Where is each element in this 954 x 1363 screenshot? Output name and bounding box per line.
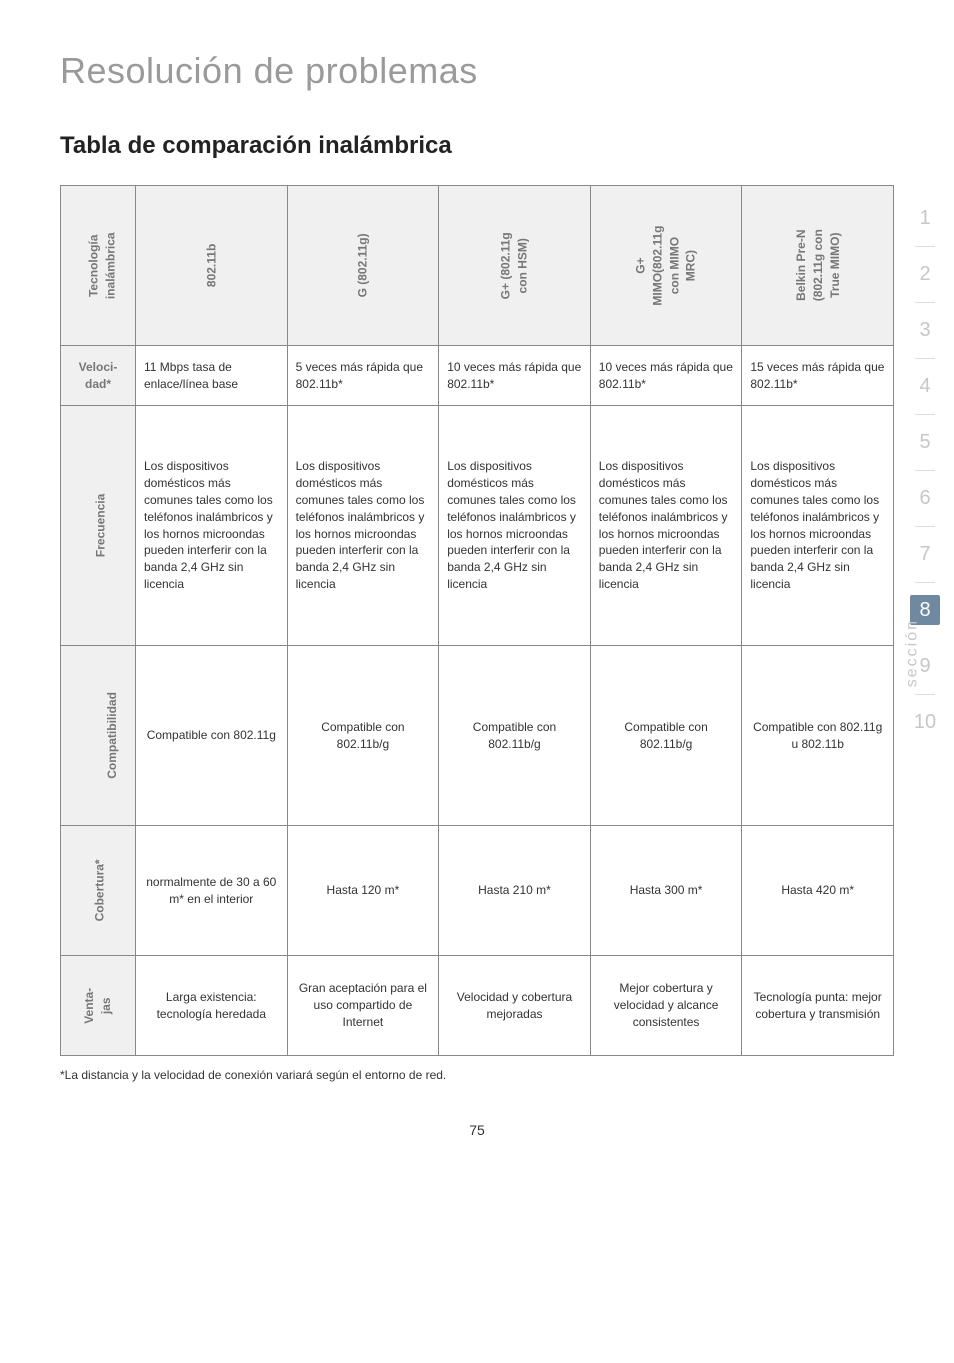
cell-compat-4: Compatible con 802.11g u 802.11b <box>742 646 894 826</box>
col-header-1: G (802.11g) <box>287 186 439 346</box>
row-velocity: Veloci- dad* 11 Mbps tasa de enlace/líne… <box>61 346 894 406</box>
comparison-table: Tecnología inalámbrica 802.11b G (802.11… <box>60 185 894 1056</box>
cell-venta-4: Tecnología punta: mejor cobertura y tran… <box>742 956 894 1056</box>
cell-cober-4: Hasta 420 m* <box>742 826 894 956</box>
section-nav-item-2[interactable]: 2 <box>900 246 950 302</box>
row-label-veloc: Veloci- dad* <box>61 346 136 406</box>
row-label-venta: Venta- jas <box>61 956 136 1056</box>
row-label-cober: Cobertura* <box>61 826 136 956</box>
cell-compat-2: Compatible con 802.11b/g <box>439 646 591 826</box>
cell-veloc-2: 10 veces más rápida que 802.11b* <box>439 346 591 406</box>
section-nav-item-10[interactable]: 10 <box>900 694 950 750</box>
cell-compat-1: Compatible con 802.11b/g <box>287 646 439 826</box>
row-label-freq: Frecuencia <box>61 406 136 646</box>
page-title: Resolución de problemas <box>60 50 894 92</box>
cell-venta-1: Gran aceptación para el uso compartido d… <box>287 956 439 1056</box>
cell-freq-2: Los dispositivos domésticos más comunes … <box>439 406 591 646</box>
row-frequency: Frecuencia Los dispositivos domésticos m… <box>61 406 894 646</box>
cell-compat-3: Compatible con 802.11b/g <box>590 646 742 826</box>
row-advantages: Venta- jas Larga existencia: tecnología … <box>61 956 894 1056</box>
page-number: 75 <box>60 1122 894 1138</box>
section-nav-item-4[interactable]: 4 <box>900 358 950 414</box>
cell-freq-3: Los dispositivos domésticos más comunes … <box>590 406 742 646</box>
section-title: Tabla de comparación inalámbrica <box>60 132 894 160</box>
section-nav-item-5[interactable]: 5 <box>900 414 950 470</box>
cell-veloc-1: 5 veces más rápida que 802.11b* <box>287 346 439 406</box>
cell-cober-2: Hasta 210 m* <box>439 826 591 956</box>
cell-veloc-4: 15 veces más rápida que 802.11b* <box>742 346 894 406</box>
cell-cober-3: Hasta 300 m* <box>590 826 742 956</box>
section-nav-item-6[interactable]: 6 <box>900 470 950 526</box>
cell-freq-0: Los dispositivos domésticos más comunes … <box>136 406 288 646</box>
cell-cober-1: Hasta 120 m* <box>287 826 439 956</box>
row-coverage: Cobertura* normalmente de 30 a 60 m* en … <box>61 826 894 956</box>
col-header-3: G+ MIMO(802.11g con MIMO MRC) <box>590 186 742 346</box>
section-nav-label: sección <box>903 619 921 687</box>
cell-freq-4: Los dispositivos domésticos más comunes … <box>742 406 894 646</box>
row-label-tech: Tecnología inalámbrica <box>61 186 136 346</box>
col-header-0: 802.11b <box>136 186 288 346</box>
section-nav-item-7[interactable]: 7 <box>900 526 950 582</box>
cell-venta-3: Mejor cobertura y velocidad y alcance co… <box>590 956 742 1056</box>
page: Resolución de problemas Tabla de compara… <box>0 0 954 1178</box>
cell-cober-0: normalmente de 30 a 60 m* en el interior <box>136 826 288 956</box>
header-row-technology: Tecnología inalámbrica 802.11b G (802.11… <box>61 186 894 346</box>
col-header-2: G+ (802.11g con HSM) <box>439 186 591 346</box>
section-nav-item-1[interactable]: 1 <box>900 190 950 246</box>
col-header-4: Belkin Pre-N (802.11g con True MIMO) <box>742 186 894 346</box>
cell-freq-1: Los dispositivos domésticos más comunes … <box>287 406 439 646</box>
footnote: *La distancia y la velocidad de conexión… <box>60 1068 894 1082</box>
cell-veloc-3: 10 veces más rápida que 802.11b* <box>590 346 742 406</box>
cell-veloc-0: 11 Mbps tasa de enlace/línea base <box>136 346 288 406</box>
cell-venta-0: Larga existencia: tecnología heredada <box>136 956 288 1056</box>
row-compatibility: Compatibilidad Compatible con 802.11g Co… <box>61 646 894 826</box>
section-nav-item-3[interactable]: 3 <box>900 302 950 358</box>
row-label-compat: Compatibilidad <box>61 646 136 826</box>
cell-compat-0: Compatible con 802.11g <box>136 646 288 826</box>
cell-venta-2: Velocidad y cobertura mejoradas <box>439 956 591 1056</box>
